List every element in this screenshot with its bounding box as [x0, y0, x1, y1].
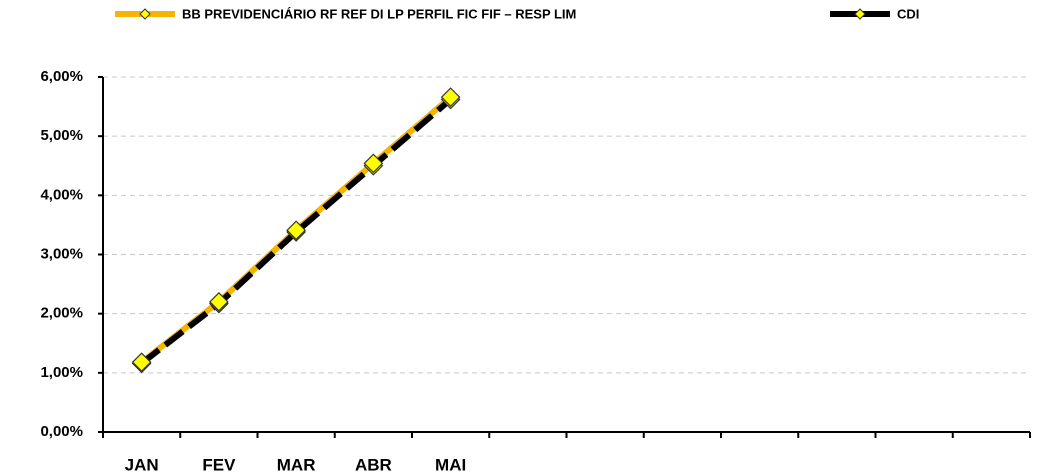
y-tick-label: 3,00%: [40, 245, 83, 262]
x-tick-label: MAI: [435, 455, 466, 474]
legend-marker: [854, 8, 866, 20]
y-tick-label: 0,00%: [40, 423, 83, 440]
x-tick-label: JAN: [125, 455, 159, 474]
y-tick-label: 6,00%: [40, 68, 83, 85]
x-tick-label: MAR: [277, 455, 316, 474]
y-tick-label: 2,00%: [40, 305, 83, 322]
y-tick-label: 4,00%: [40, 186, 83, 203]
marker: [209, 291, 229, 312]
legend-marker: [139, 8, 151, 20]
marker: [363, 153, 384, 174]
series-line: [139, 97, 453, 366]
legend-text: CDI: [897, 6, 919, 21]
marker: [440, 87, 461, 107]
x-tick-label: ABR: [355, 455, 392, 474]
x-tick-label: FEV: [202, 455, 236, 474]
legend-text: BB PREVIDENCIÁRIO RF REF DI LP PERFIL FI…: [182, 6, 576, 21]
marker: [286, 220, 306, 241]
y-tick-label: 5,00%: [40, 127, 83, 144]
y-tick-label: 1,00%: [40, 364, 83, 381]
marker: [131, 352, 152, 373]
